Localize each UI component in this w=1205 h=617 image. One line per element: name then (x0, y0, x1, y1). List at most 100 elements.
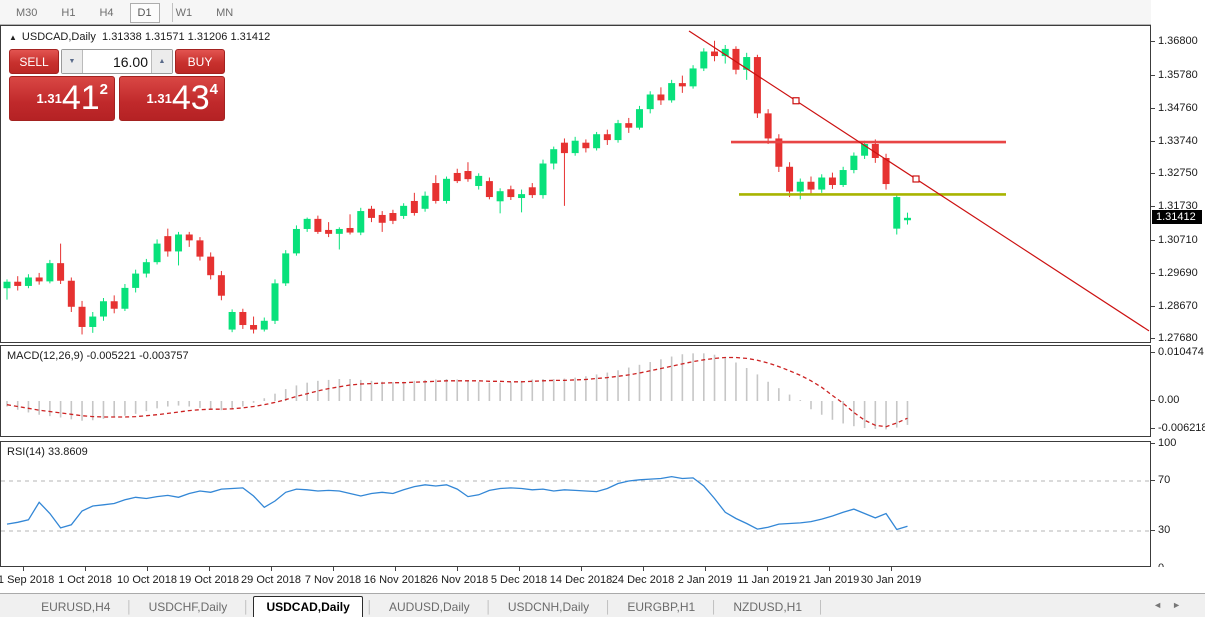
macd-axis-label-tick (1151, 400, 1155, 401)
volume-increase-icon[interactable]: ▲ (151, 50, 172, 73)
price-axis-label-tick (1151, 306, 1155, 308)
tab-eurgbp-h1[interactable]: EURGBP,H1 (627, 600, 696, 614)
price-axis: 1.31412 1.36800 1.35780 1.34760 1.33740 1.32… (1151, 0, 1205, 593)
date-axis-label: 26 Nov 2018 (425, 574, 489, 586)
timeframe-button-m30[interactable]: M30 (16, 7, 38, 19)
macd-label: MACD(12,26,9) -0.005221 -0.003757 (7, 350, 189, 362)
timeframe-button-w1[interactable]: W1 (175, 7, 193, 19)
price-axis-label: 1.34760 (1158, 101, 1198, 114)
date-axis-label: 1 Oct 2018 (58, 574, 112, 586)
sell-price-prefix: 1.31 (36, 91, 62, 106)
sell-price-big: 41 (61, 79, 100, 117)
price-axis-label: 1.30710 (1158, 233, 1198, 246)
tab-separator: │ (601, 600, 616, 614)
date-axis-label: 14 Dec 2018 (549, 574, 613, 586)
buy-button[interactable]: BUY (175, 49, 225, 74)
current-price-tag: 1.31412 (1152, 209, 1202, 224)
timeframe-toolbar: M30 H1 H4 D1 W1 MN (0, 0, 1205, 25)
date-axis-label: 21 Sep 2018 (0, 574, 55, 586)
buy-price-sup: 4 (209, 81, 218, 98)
date-axis-tick (705, 567, 706, 571)
date-axis-label: 21 Jan 2019 (798, 574, 860, 586)
buy-price-box[interactable]: 1.31434 (119, 76, 225, 121)
price-axis-label-tick (1151, 272, 1155, 274)
tab-usdchf-daily[interactable]: USDCHF,Daily (148, 600, 228, 614)
date-axis-tick (23, 567, 24, 571)
macd-axis-label-tick (1151, 351, 1155, 353)
volume-input[interactable] (84, 50, 152, 73)
tabs-scroll-left-icon[interactable]: ◄ (1153, 600, 1173, 610)
tab-separator: │ (362, 600, 377, 614)
rsi-axis-label: 100 (1158, 436, 1177, 449)
toolbar-separator (172, 3, 173, 22)
date-axis-label: 11 Jan 2019 (737, 574, 797, 586)
macd-chart-canvas[interactable] (1, 346, 1150, 436)
chart-header: ▲ USDCAD,Daily 1.31338 1.31571 1.31206 1.… (9, 31, 270, 43)
price-axis-label-tick (1151, 173, 1155, 175)
tab-nzdusd-h1[interactable]: NZDUSD,H1 (733, 600, 803, 614)
tabs-scroll-right-icon[interactable]: ► (1172, 600, 1191, 610)
rsi-indicator-panel: RSI(14) 33.8609 (0, 441, 1151, 567)
timeframe-button-mn[interactable]: MN (216, 7, 234, 19)
macd-axis-label: 0.010474 (1158, 345, 1204, 358)
price-axis-label: 1.27680 (1158, 332, 1198, 345)
timeframe-button-d1[interactable]: D1 (129, 3, 160, 23)
rsi-axis-label-tick (1151, 442, 1155, 444)
chart-symbol-label: USDCAD,Daily (21, 31, 96, 43)
timeframe-button-h4[interactable]: H4 (99, 7, 114, 19)
price-axis-label-tick (1151, 206, 1155, 208)
chart-ohlc-values: 1.31338 1.31571 1.31206 1.31412 (102, 31, 271, 43)
price-axis-label: 1.28670 (1158, 300, 1198, 313)
date-axis-tick (829, 567, 830, 571)
date-axis-tick (767, 567, 768, 571)
price-axis-label-tick (1151, 107, 1155, 109)
date-axis-tick (581, 567, 582, 571)
date-axis-tick (519, 567, 520, 571)
rsi-axis-label-tick (1151, 530, 1155, 531)
rsi-axis-label-tick (1151, 480, 1155, 481)
price-axis-label: 1.29690 (1158, 266, 1198, 279)
tab-usdcad-daily[interactable]: USDCAD,Daily (253, 596, 363, 617)
price-axis-label-tick (1151, 239, 1155, 241)
date-axis-tick (891, 567, 892, 571)
sell-button[interactable]: SELL (9, 49, 59, 74)
volume-spinner: ▼ ▲ (61, 49, 173, 74)
tab-usdcnh-daily[interactable]: USDCNH,Daily (507, 600, 590, 614)
date-axis-label: 30 Jan 2019 (860, 574, 922, 586)
sell-price-box[interactable]: 1.31412 (9, 76, 115, 121)
main-chart-canvas[interactable] (1, 26, 1150, 342)
tab-separator: │ (814, 600, 825, 614)
tab-separator: │ (481, 600, 496, 614)
date-axis-label: 5 Dec 2018 (490, 574, 548, 586)
price-axis-label: 1.31730 (1158, 200, 1198, 213)
tab-separator: │ (239, 600, 254, 614)
macd-axis-label: -0.006218 (1158, 422, 1205, 435)
tab-separator: │ (122, 600, 137, 614)
date-axis-tick (209, 567, 210, 571)
price-axis-label-tick (1151, 74, 1155, 76)
date-axis-tick (395, 567, 396, 571)
rsi-axis-label: 70 (1158, 474, 1171, 486)
volume-decrease-icon[interactable]: ▼ (62, 50, 83, 73)
date-axis-tick (643, 567, 644, 571)
date-axis-label: 7 Nov 2018 (304, 574, 362, 586)
tab-eurusd-h4[interactable]: EURUSD,H4 (41, 600, 111, 614)
chart-tab-bar: EURUSD,H4 │ USDCHF,Daily │ USDCAD,Daily … (0, 593, 1205, 617)
rsi-axis-label: 30 (1158, 524, 1171, 536)
macd-axis-label-tick (1151, 428, 1155, 430)
date-axis-label: 2 Jan 2019 (677, 574, 733, 586)
tab-separator: │ (707, 600, 722, 614)
tab-audusd-daily[interactable]: AUDUSD,Daily (388, 600, 470, 614)
date-axis-tick (147, 567, 148, 571)
date-axis-tick (333, 567, 334, 571)
date-axis-label: 19 Oct 2018 (179, 574, 239, 586)
collapse-trade-panel-icon[interactable]: ▲ (9, 33, 17, 42)
one-click-trade-panel: SELL ▼ ▲ BUY 1.31412 1.31434 (9, 49, 225, 121)
date-axis-label: 10 Oct 2018 (117, 574, 177, 586)
price-axis-label: 1.35780 (1158, 68, 1198, 81)
timeframe-button-h1[interactable]: H1 (61, 7, 76, 19)
macd-indicator-panel: MACD(12,26,9) -0.005221 -0.003757 (0, 345, 1151, 437)
rsi-chart-canvas[interactable] (1, 442, 1150, 566)
